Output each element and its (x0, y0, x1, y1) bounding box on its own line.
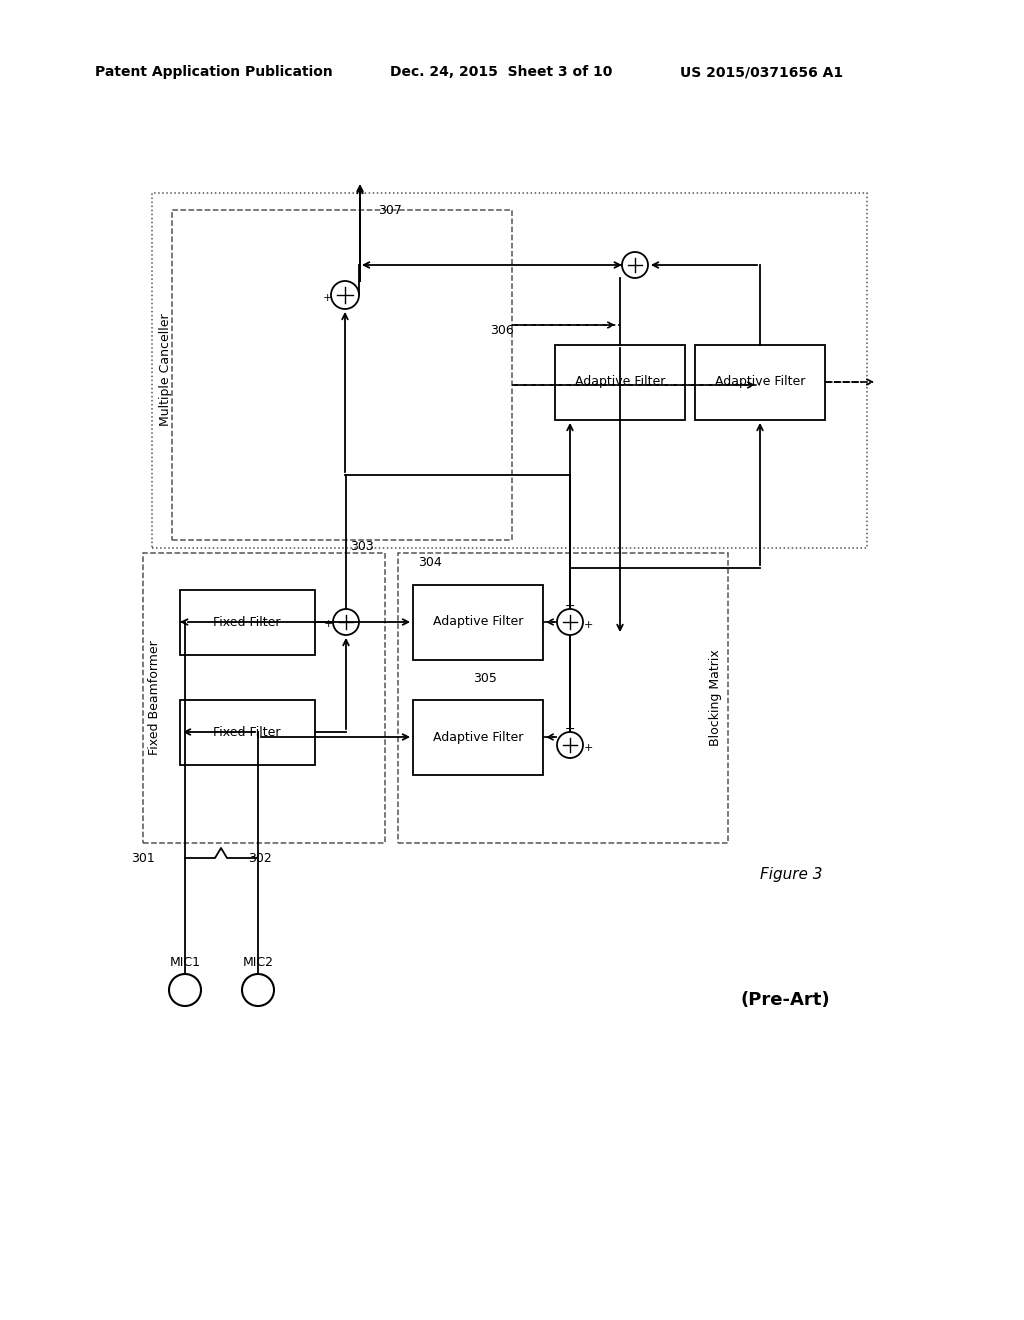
Bar (555, 345, 685, 420)
Circle shape (557, 733, 583, 758)
Bar (180, 590, 315, 655)
Text: US 2015/0371656 A1: US 2015/0371656 A1 (680, 65, 843, 79)
Text: 304: 304 (418, 557, 441, 569)
Bar (152, 193, 867, 548)
Bar (413, 700, 543, 775)
Text: Adaptive Filter: Adaptive Filter (433, 730, 523, 743)
Text: Adaptive Filter: Adaptive Filter (574, 375, 666, 388)
Text: Dec. 24, 2015  Sheet 3 of 10: Dec. 24, 2015 Sheet 3 of 10 (390, 65, 612, 79)
Bar (172, 210, 512, 540)
Text: 306: 306 (490, 323, 514, 337)
Text: +: + (584, 743, 593, 752)
Text: Blocking Matrix: Blocking Matrix (710, 649, 723, 746)
Text: Fixed Filter: Fixed Filter (213, 726, 281, 738)
Text: −: − (565, 722, 575, 735)
Text: MIC2: MIC2 (243, 956, 273, 969)
Text: Adaptive Filter: Adaptive Filter (433, 615, 523, 628)
Text: +: + (584, 620, 593, 630)
Text: Multiple Canceller: Multiple Canceller (160, 314, 172, 426)
Bar (398, 553, 728, 843)
Text: −: − (565, 599, 575, 612)
Text: Figure 3: Figure 3 (760, 867, 822, 883)
Text: Fixed Filter: Fixed Filter (213, 615, 281, 628)
Text: 302: 302 (248, 851, 271, 865)
Text: Adaptive Filter: Adaptive Filter (715, 375, 805, 388)
Text: (Pre-Art): (Pre-Art) (740, 991, 829, 1008)
Circle shape (331, 281, 359, 309)
Text: +: + (324, 619, 333, 630)
Bar (143, 553, 385, 843)
Circle shape (622, 252, 648, 279)
Text: 305: 305 (473, 672, 497, 685)
Text: Fixed Beamformer: Fixed Beamformer (148, 640, 162, 755)
Circle shape (333, 609, 359, 635)
Circle shape (242, 974, 274, 1006)
Bar (180, 700, 315, 766)
Text: Patent Application Publication: Patent Application Publication (95, 65, 333, 79)
Circle shape (169, 974, 201, 1006)
Text: 301: 301 (131, 851, 155, 865)
Bar (695, 345, 825, 420)
Circle shape (557, 609, 583, 635)
Text: 303: 303 (350, 540, 374, 553)
Text: MIC1: MIC1 (170, 956, 201, 969)
Bar (413, 585, 543, 660)
Text: 307: 307 (378, 205, 401, 218)
Text: +: + (323, 293, 332, 304)
